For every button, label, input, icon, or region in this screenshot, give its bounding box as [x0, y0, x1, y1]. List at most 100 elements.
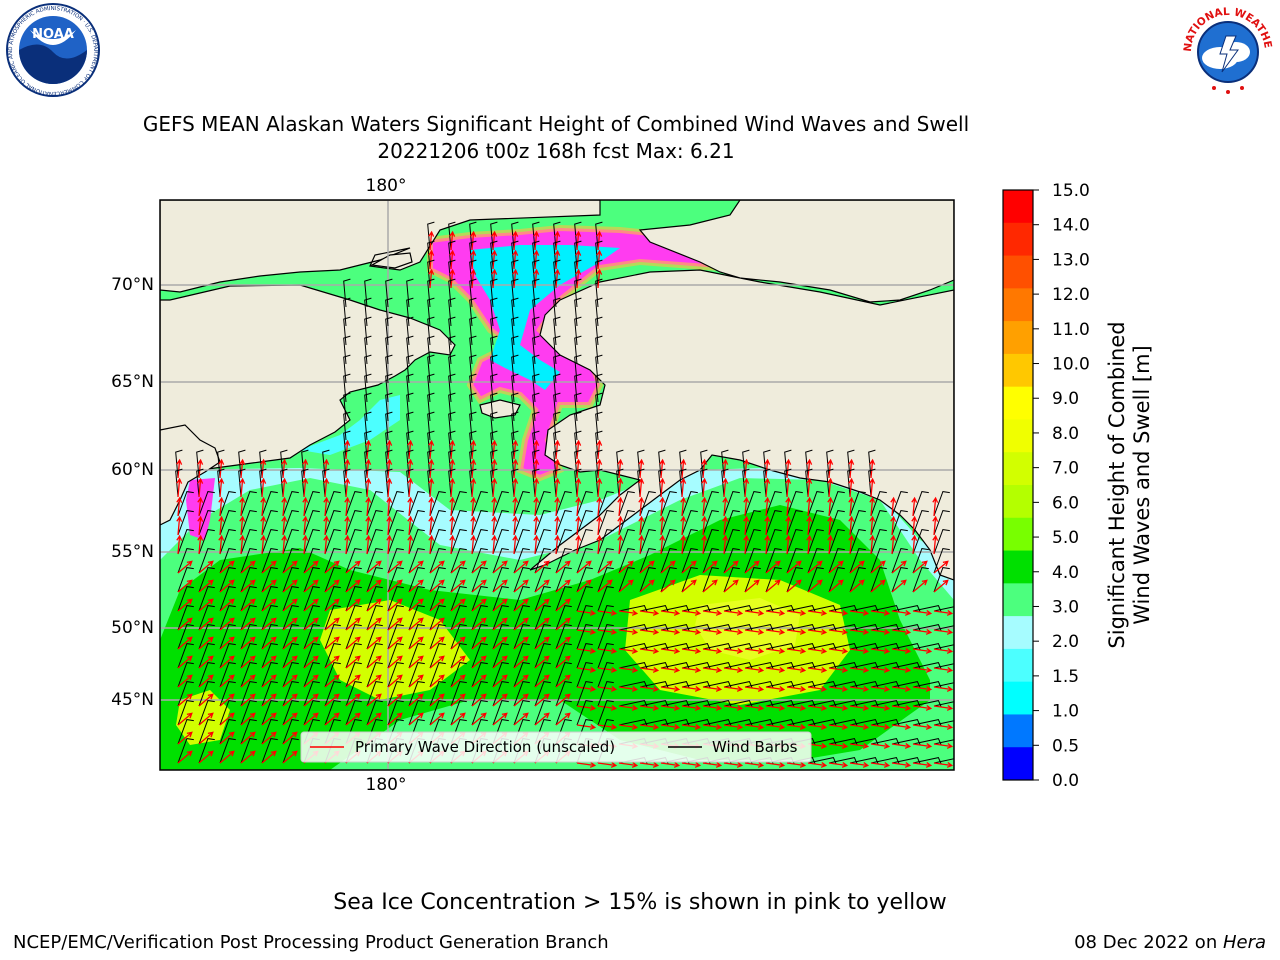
wave-direction-arrow — [827, 534, 834, 555]
map-legend: Primary Wave Direction (unscaled) Wind B… — [300, 731, 812, 763]
wind-barb — [513, 700, 530, 726]
wave-direction-arrow — [638, 515, 645, 536]
wind-barb — [240, 700, 257, 726]
wave-direction-arrow — [870, 579, 886, 593]
wave-direction-arrow — [428, 439, 435, 460]
wave-direction-arrow — [639, 579, 655, 593]
wave-direction-arrow — [240, 636, 256, 650]
wind-barb — [471, 700, 488, 726]
wind-barb — [198, 681, 215, 707]
wind-barb — [324, 700, 341, 726]
wind-barb — [828, 529, 845, 555]
wind-barb — [343, 430, 351, 460]
wave-direction-arrow — [870, 723, 891, 730]
wind-barb — [870, 491, 887, 517]
wind-barb — [492, 662, 509, 688]
wave-direction-arrow — [491, 515, 498, 536]
wave-direction-arrow — [492, 579, 508, 593]
wave-direction-arrow — [554, 439, 561, 460]
wind-barb — [891, 510, 908, 536]
wind-barb — [721, 449, 729, 479]
wind-barb — [448, 354, 456, 384]
wave-direction-arrow — [239, 496, 246, 517]
wind-barb — [660, 529, 677, 555]
wind-barb — [618, 548, 635, 574]
wind-barb — [387, 491, 404, 517]
wave-direction-arrow — [282, 636, 298, 650]
wave-direction-arrow — [555, 712, 571, 726]
wind-barb — [765, 548, 782, 574]
colorbar-tick-label: 4.0 — [1052, 563, 1079, 583]
wind-barb — [660, 567, 677, 593]
wind-barb — [492, 681, 509, 707]
wind-barb — [366, 624, 383, 650]
wave-direction-arrow — [533, 230, 540, 251]
wind-barb — [553, 316, 561, 346]
wave-direction-arrow — [639, 609, 660, 616]
wave-direction-arrow — [933, 704, 954, 711]
wind-barb — [343, 449, 351, 479]
wave-direction-arrow — [177, 598, 193, 612]
wave-direction-arrow — [386, 496, 393, 517]
wind-barb — [742, 468, 750, 498]
wave-direction-arrow — [722, 534, 729, 555]
wind-barb — [324, 567, 341, 593]
land-st-lawrence-island — [479, 399, 521, 419]
wave-direction-arrow — [681, 685, 702, 692]
wave-direction-arrow — [261, 693, 277, 707]
wave-direction-arrow — [576, 647, 597, 654]
wind-barb — [870, 548, 887, 574]
wind-barb — [534, 624, 551, 650]
wave-direction-arrow — [639, 647, 660, 654]
wind-barb — [469, 392, 477, 422]
wave-direction-arrow — [575, 496, 582, 517]
wave-direction-arrow — [849, 579, 865, 593]
wind-barb — [322, 449, 330, 479]
wave-direction-arrow — [365, 458, 372, 479]
wind-barb — [240, 586, 257, 612]
colorbar-band — [1003, 485, 1033, 519]
wave-direction-arrow — [470, 496, 477, 517]
wind-barb — [828, 491, 845, 517]
wave-direction-arrow — [870, 609, 891, 616]
wind-barb — [574, 316, 582, 346]
wave-direction-arrow — [449, 515, 456, 536]
noaa-logo-text: NOAA — [32, 27, 74, 42]
wind-barb — [807, 510, 824, 536]
wind-barb — [826, 449, 834, 479]
wind-barb — [490, 468, 498, 498]
wind-barb — [427, 335, 435, 365]
wave-direction-arrow — [198, 693, 214, 707]
wind-barb — [595, 240, 603, 270]
wave-direction-arrow — [869, 534, 876, 555]
wave-direction-arrow — [533, 477, 540, 498]
wind-barb — [492, 605, 509, 631]
wave-direction-arrow — [744, 761, 765, 768]
wave-direction-arrow — [828, 685, 849, 692]
wave-direction-arrow — [618, 609, 639, 616]
wind-barb — [723, 491, 740, 517]
wave-direction-arrow — [533, 534, 540, 555]
wave-direction-arrow — [807, 761, 828, 768]
wave-direction-arrow — [261, 712, 277, 726]
wind-barb — [282, 605, 299, 631]
wave-direction-arrow — [407, 439, 414, 460]
wind-barb — [408, 700, 425, 726]
wave-direction-arrow — [219, 712, 235, 726]
wave-direction-arrow — [492, 674, 508, 688]
wave-direction-arrow — [176, 534, 183, 555]
wind-barb — [574, 468, 582, 498]
wave-direction-arrow — [870, 685, 891, 692]
wave-direction-arrow — [638, 477, 645, 498]
wind-barb — [658, 449, 666, 479]
wind-barb — [280, 449, 288, 479]
wind-barb — [198, 700, 215, 726]
wave-direction-arrow — [555, 674, 571, 688]
wind-barb — [681, 567, 698, 593]
wind-barb — [366, 529, 383, 555]
wave-direction-arrow — [576, 666, 597, 673]
wave-direction-arrow — [407, 534, 414, 555]
wave-direction-arrow — [324, 579, 340, 593]
wind-barb — [511, 411, 519, 441]
wind-barb — [322, 468, 330, 498]
